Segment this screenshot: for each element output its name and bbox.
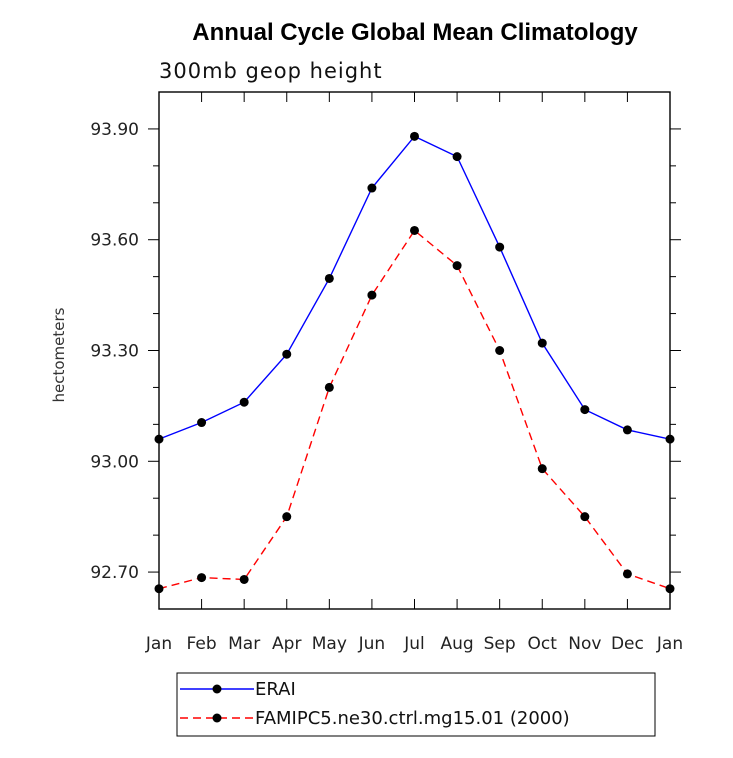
legend-item-famipc5: FAMIPC5.ne30.ctrl.mg15.01 (2000)	[180, 708, 570, 729]
y-tick-label: 93.00	[90, 452, 139, 472]
series-0-point	[580, 405, 590, 415]
x-tick-label: Jul	[403, 634, 425, 654]
series-0-point	[154, 434, 164, 444]
series-0-point	[537, 338, 547, 348]
x-tick-label: Oct	[528, 634, 558, 654]
series-1-point	[410, 225, 419, 235]
x-tick-label: Nov	[568, 634, 601, 654]
x-tick-label: Jan	[656, 634, 683, 654]
x-tick-label: Mar	[228, 634, 260, 654]
chart-title: Annual Cycle Global Mean Climatology	[192, 19, 638, 46]
x-tick-labels: Jan Feb Mar Apr May Jun Jul Aug Sep Oct Nov Dec Jan	[145, 634, 683, 654]
legend-box	[176, 672, 656, 737]
series-0-point	[495, 242, 505, 252]
series-line-1	[158, 229, 671, 590]
y-ticks	[148, 128, 681, 573]
y-axis-label: hectometers	[50, 307, 68, 402]
series-0-point	[367, 183, 377, 193]
series-0-point	[282, 349, 292, 359]
series-0-point	[622, 425, 632, 435]
series-1-point	[452, 261, 462, 271]
x-tick-label: Feb	[187, 634, 217, 654]
series-group	[154, 131, 675, 594]
series-0-point	[410, 131, 419, 141]
y-tick-labels: 93.90 93.60 93.30 93.00 92.70	[90, 120, 139, 583]
series-1-point	[239, 574, 249, 584]
y-tick-label: 93.90	[90, 120, 139, 140]
series-1-point	[665, 584, 675, 594]
series-0-point	[197, 418, 207, 428]
chart-subtitle: 300mb geop height	[159, 59, 383, 83]
series-1-point	[580, 512, 590, 522]
x-tick-label: Sep	[484, 634, 516, 654]
x-tick-label: Apr	[272, 634, 301, 654]
legend-item-erai: ERAI	[180, 679, 296, 700]
x-tick-label: Jun	[358, 634, 386, 654]
plot-frame	[158, 91, 671, 610]
y-tick-label: 93.60	[90, 231, 139, 251]
x-ticks	[201, 92, 628, 609]
series-1-point	[197, 573, 207, 583]
x-tick-label: Dec	[611, 634, 644, 654]
legend-label-erai: ERAI	[255, 679, 296, 700]
y-tick-label: 92.70	[90, 563, 139, 583]
legend-swatch-erai-marker	[212, 684, 222, 694]
x-tick-label: Aug	[440, 634, 473, 654]
series-1-point	[154, 584, 164, 594]
series-0-point	[239, 397, 249, 407]
series-line-0	[158, 135, 671, 440]
series-0-point	[665, 434, 675, 444]
series-1-point	[495, 346, 505, 355]
series-1-point	[537, 464, 547, 474]
series-1-point	[324, 382, 334, 392]
x-tick-label: Jan	[145, 634, 172, 654]
legend-swatch-famipc5-marker	[212, 713, 222, 723]
series-0-point	[452, 152, 462, 162]
series-1-point	[622, 569, 632, 579]
series-1-point	[367, 290, 377, 300]
series-0-point	[324, 273, 334, 283]
legend-label-famipc5: FAMIPC5.ne30.ctrl.mg15.01 (2000)	[255, 708, 570, 729]
series-1-point	[282, 512, 292, 522]
y-tick-label: 93.30	[90, 342, 139, 362]
x-tick-label: May	[312, 634, 347, 654]
